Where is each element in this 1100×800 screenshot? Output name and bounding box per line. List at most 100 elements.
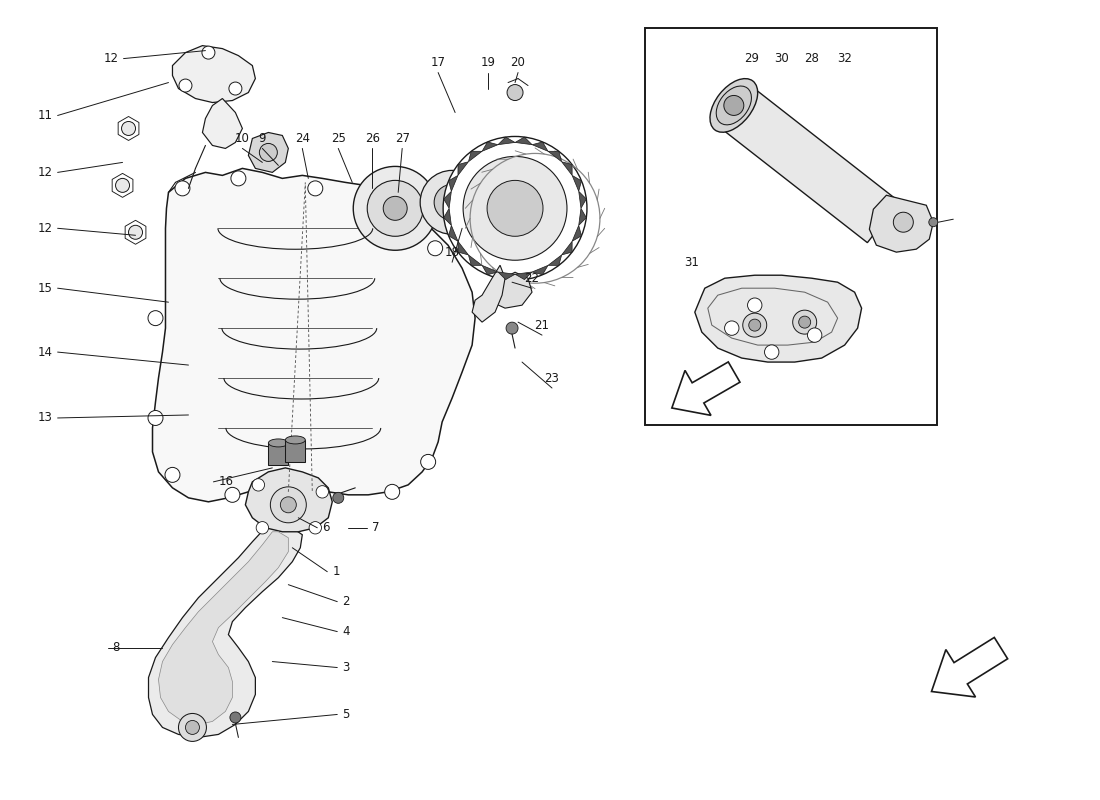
Text: 12: 12 — [103, 52, 119, 65]
Polygon shape — [932, 638, 1008, 697]
Circle shape — [420, 454, 436, 470]
Polygon shape — [515, 272, 532, 279]
Circle shape — [129, 226, 143, 239]
Polygon shape — [472, 266, 505, 322]
Circle shape — [186, 721, 199, 734]
Circle shape — [179, 79, 192, 92]
Circle shape — [443, 137, 587, 280]
Text: 26: 26 — [365, 132, 380, 145]
Polygon shape — [579, 208, 586, 226]
Polygon shape — [458, 242, 469, 255]
Text: 18: 18 — [444, 246, 460, 258]
Text: 4: 4 — [342, 625, 350, 638]
Polygon shape — [202, 98, 242, 149]
Circle shape — [148, 310, 163, 326]
Circle shape — [506, 322, 518, 334]
Text: 16: 16 — [219, 475, 233, 488]
Ellipse shape — [710, 78, 758, 132]
Ellipse shape — [716, 86, 751, 125]
Polygon shape — [562, 162, 572, 175]
Circle shape — [764, 345, 779, 359]
Circle shape — [381, 195, 396, 210]
Circle shape — [309, 522, 321, 534]
Polygon shape — [488, 272, 532, 308]
Text: 8: 8 — [112, 641, 120, 654]
Polygon shape — [548, 151, 562, 162]
Text: 9: 9 — [258, 132, 266, 145]
Circle shape — [224, 487, 240, 502]
Circle shape — [316, 486, 329, 498]
Text: 21: 21 — [535, 318, 550, 332]
Polygon shape — [482, 266, 498, 274]
Text: 31: 31 — [684, 256, 700, 269]
Polygon shape — [572, 175, 582, 191]
Polygon shape — [148, 525, 302, 738]
Circle shape — [748, 298, 762, 312]
Circle shape — [367, 180, 424, 236]
Text: 24: 24 — [295, 132, 310, 145]
Text: 32: 32 — [837, 52, 852, 65]
Circle shape — [742, 313, 767, 337]
Circle shape — [178, 714, 207, 742]
Text: 20: 20 — [510, 56, 526, 69]
Polygon shape — [498, 272, 515, 279]
Polygon shape — [469, 151, 482, 162]
Polygon shape — [153, 169, 475, 502]
Circle shape — [308, 181, 322, 196]
Bar — [645, 28, 936, 425]
Polygon shape — [443, 208, 451, 226]
Circle shape — [333, 492, 344, 503]
Circle shape — [463, 157, 566, 260]
Text: 1: 1 — [332, 566, 340, 578]
Circle shape — [175, 181, 190, 196]
Polygon shape — [572, 226, 582, 242]
Polygon shape — [722, 88, 900, 242]
Text: 5: 5 — [342, 708, 350, 721]
Circle shape — [793, 310, 816, 334]
Circle shape — [280, 497, 296, 513]
Polygon shape — [498, 137, 515, 145]
Circle shape — [256, 522, 268, 534]
Polygon shape — [532, 142, 548, 151]
Circle shape — [383, 196, 407, 220]
Bar — [285, 440, 306, 462]
Polygon shape — [562, 242, 572, 255]
Polygon shape — [458, 162, 469, 175]
Circle shape — [229, 82, 242, 95]
Circle shape — [749, 319, 761, 331]
Polygon shape — [158, 532, 288, 725]
Circle shape — [305, 484, 320, 499]
Circle shape — [507, 85, 522, 101]
Circle shape — [893, 212, 913, 232]
Text: 19: 19 — [481, 56, 496, 69]
Circle shape — [799, 316, 811, 328]
Polygon shape — [173, 46, 255, 102]
Text: 6: 6 — [322, 522, 330, 534]
Circle shape — [434, 184, 470, 220]
Polygon shape — [548, 255, 562, 266]
Polygon shape — [443, 191, 451, 208]
Circle shape — [271, 487, 306, 522]
Text: 2: 2 — [342, 595, 350, 608]
Polygon shape — [579, 191, 586, 208]
Text: 23: 23 — [544, 371, 560, 385]
Text: 11: 11 — [37, 109, 53, 122]
Circle shape — [116, 178, 130, 192]
Polygon shape — [245, 468, 332, 532]
Circle shape — [165, 467, 180, 482]
Polygon shape — [482, 142, 498, 151]
Text: 13: 13 — [37, 411, 53, 425]
Text: 22: 22 — [525, 272, 539, 285]
Circle shape — [928, 218, 938, 226]
Circle shape — [807, 328, 822, 342]
Circle shape — [724, 95, 744, 115]
Circle shape — [428, 241, 442, 256]
Polygon shape — [695, 275, 861, 362]
Polygon shape — [249, 133, 288, 172]
Polygon shape — [869, 195, 933, 252]
Text: 12: 12 — [37, 166, 53, 179]
Text: 25: 25 — [331, 132, 345, 145]
Polygon shape — [449, 175, 458, 191]
Ellipse shape — [268, 439, 288, 447]
Text: 10: 10 — [235, 132, 250, 145]
